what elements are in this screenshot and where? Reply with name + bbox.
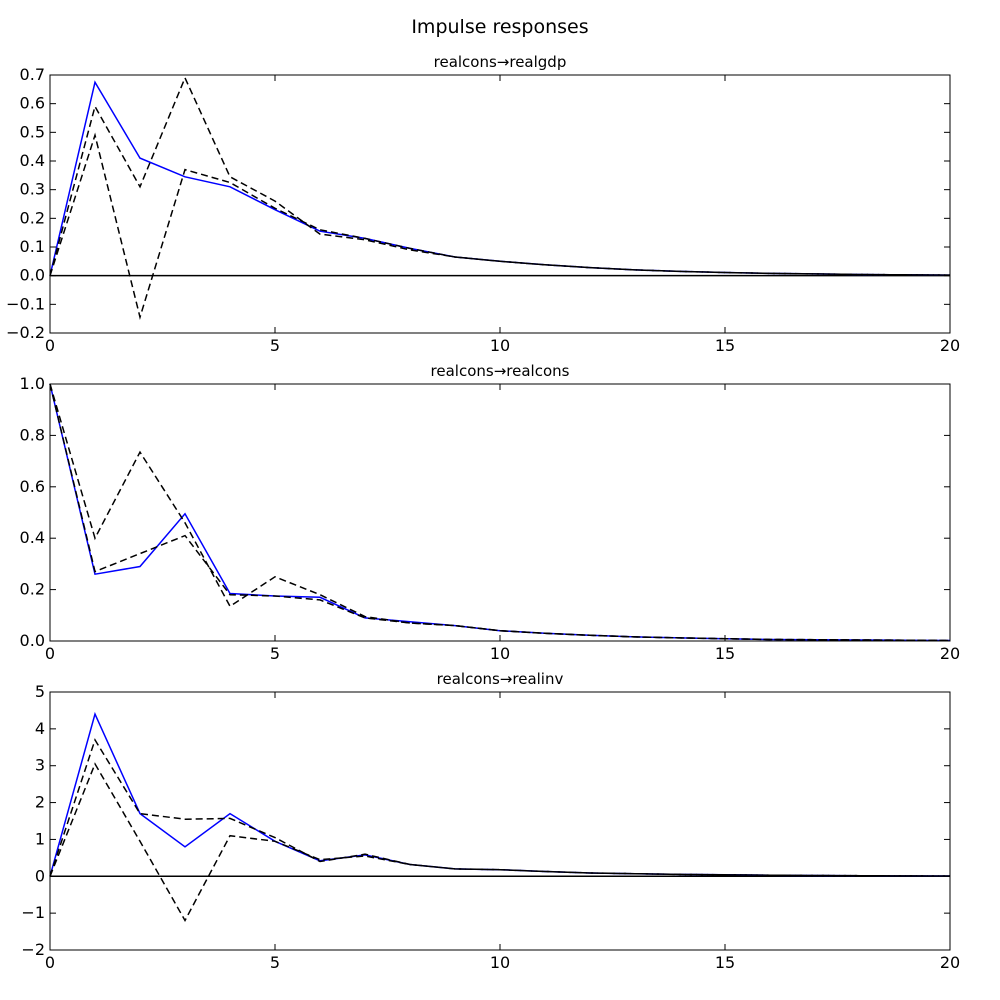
x-tick-label: 20 [940, 644, 960, 663]
x-tick-label: 15 [715, 644, 735, 663]
figure-title: Impulse responses [411, 16, 589, 38]
irf-line [49, 80, 951, 276]
axes-frame [49, 74, 951, 334]
y-tick-label: 0.2 [20, 208, 45, 227]
y-tick-label: 1 [35, 829, 45, 848]
y-tick-label: 0.1 [20, 237, 45, 256]
irf-line [49, 383, 951, 642]
y-tick-label: 0.7 [20, 65, 45, 84]
y-tick-label: −2 [21, 940, 45, 959]
x-tick-label: 20 [940, 953, 960, 972]
axes-frame [49, 383, 951, 642]
confidence-band-line-2 [49, 132, 951, 321]
panel-3: realcons→realinv 0 5 10 15 20 −2 −1 0 1 2 3 4 5 [21, 670, 960, 972]
y-tick-label: 4 [35, 719, 45, 738]
y-tick-label: 0.4 [20, 151, 45, 170]
panel-title: realcons→realinv [437, 670, 564, 688]
x-tick-label: 15 [715, 336, 735, 355]
x-tick-label: 0 [45, 644, 55, 663]
y-tick-label: −1 [21, 903, 45, 922]
axes-frame [49, 691, 951, 951]
panel-title: realcons→realcons [431, 362, 570, 380]
y-tick-label: 0.6 [20, 477, 45, 496]
panel-1: realcons→realgdp 0 5 10 15 20 −0.2 −0.1 0.0 0.1 0.… [6, 53, 960, 355]
x-tick-label: 15 [715, 953, 735, 972]
y-tick-label: 0.8 [20, 425, 45, 444]
y-tick-label: 0.6 [20, 94, 45, 113]
x-tick-label: 5 [270, 336, 280, 355]
panel-2: realcons→realcons 0 5 10 15 20 0.0 0.2 0.4 0.6 0.8… [20, 362, 961, 663]
confidence-band-line-2 [49, 383, 951, 642]
x-tick-label: 10 [490, 336, 510, 355]
y-tick-label: 5 [35, 682, 45, 701]
x-tick-label: 0 [45, 953, 55, 972]
y-tick-label: 0 [35, 866, 45, 885]
confidence-band-line-1 [49, 738, 951, 877]
y-tick-label: 1.0 [20, 374, 45, 393]
y-tick-label: 0.4 [20, 528, 45, 547]
x-tick-label: 10 [490, 644, 510, 663]
panel-title: realcons→realgdp [434, 53, 567, 71]
y-tick-label: −0.2 [6, 323, 45, 342]
x-tick-label: 5 [270, 953, 280, 972]
x-tick-label: 20 [940, 336, 960, 355]
x-tick-label: 10 [490, 953, 510, 972]
y-tick-label: −0.1 [6, 294, 45, 313]
y-tick-label: 0.2 [20, 580, 45, 599]
y-tick-label: 0.0 [20, 631, 45, 650]
x-tick-label: 5 [270, 644, 280, 663]
confidence-band-line-2 [49, 762, 951, 923]
confidence-band-line-1 [49, 383, 951, 642]
y-tick-label: 0.3 [20, 180, 45, 199]
y-tick-label: 2 [35, 793, 45, 812]
x-tick-label: 0 [45, 336, 55, 355]
y-tick-label: 3 [35, 756, 45, 775]
y-tick-label: 0.5 [20, 122, 45, 141]
irf-line [49, 711, 951, 877]
y-tick-label: 0.0 [20, 266, 45, 285]
